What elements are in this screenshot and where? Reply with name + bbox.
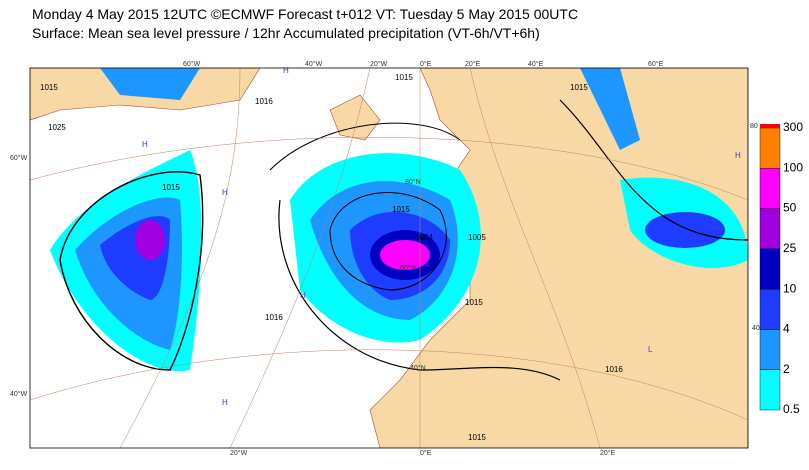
pressure-center: H (283, 66, 289, 75)
graticule-label: 60°E (648, 60, 664, 68)
graticule-label: 20°W (370, 60, 388, 68)
colorbar-label: 10 (783, 281, 797, 295)
graticule-label: 40 (752, 325, 760, 332)
isobar-label: 1025 (48, 123, 66, 132)
map (30, 68, 748, 448)
colorbar: 0.5 2 4 10 25 50 100 300 (759, 120, 803, 416)
graticule (30, 68, 748, 448)
graticule-label: 60°W (10, 154, 28, 162)
pressure-center: L (648, 345, 653, 354)
graticule-label: 20°W (230, 449, 248, 457)
graticule-label: 40°N (410, 364, 426, 372)
pressure-center: H (222, 398, 228, 407)
isobar-label: 1004 (415, 233, 433, 242)
colorbar-label: 2 (783, 362, 790, 376)
pressure-center: H (142, 140, 148, 149)
isobar-label: 1005 (468, 233, 486, 242)
colorbar-segment (759, 168, 781, 209)
isobar-label: 1015 (392, 205, 410, 214)
graticule-label: 20°E (600, 449, 616, 457)
graticule-label: 40°E (528, 60, 544, 68)
colorbar-label: 100 (783, 160, 803, 174)
precipitation (50, 68, 748, 372)
graticule-label: 80 (750, 123, 758, 130)
graticule-label: 80°N (405, 178, 421, 186)
isobar-label: 1015 (162, 183, 180, 192)
colorbar-top (760, 124, 780, 128)
isobar-label: 1015 (395, 73, 413, 82)
isobar-label: 1015 (468, 433, 486, 442)
isobar-label: 1015 (570, 83, 588, 92)
graticule-label: 0°E (420, 449, 432, 457)
colorbar-label: 4 (783, 322, 790, 336)
isobar-label: 1015 (465, 298, 483, 307)
graticule-label: 60°N (400, 264, 416, 272)
graticule-label: 60°W (183, 60, 201, 68)
graticule-label: 40°W (305, 60, 323, 68)
colorbar-segment (759, 248, 781, 290)
colorbar-segment (759, 208, 781, 250)
title: Monday 4 May 2015 12UTC ©ECMWF Forecast … (32, 6, 578, 22)
colorbar-segment (759, 127, 781, 169)
pressure-center: H (222, 188, 228, 197)
colorbar-label: 50 (783, 201, 797, 215)
isobar-label: 1015 (40, 83, 58, 92)
pressure-center: H (735, 151, 741, 160)
colorbar-segment (759, 369, 781, 411)
pressure-center: H (300, 291, 306, 300)
graticule-label: 20°E (465, 60, 481, 68)
graticule-label: 0°E (420, 60, 432, 68)
colorbar-label: 25 (783, 241, 797, 255)
colorbar-label: 300 (783, 120, 803, 134)
isobar-label: 1016 (265, 313, 283, 322)
colorbar-segment (759, 288, 781, 330)
subtitle: Surface: Mean sea level pressure / 12hr … (32, 25, 540, 41)
pressure-center: L (425, 259, 430, 268)
isobar-label: 1016 (605, 365, 623, 374)
isobar-label: 1016 (255, 97, 273, 106)
isobars (59, 99, 748, 381)
colorbar-label: 0.5 (783, 402, 800, 416)
graticule-label: 40°W (10, 390, 28, 398)
map-frame (29, 67, 749, 449)
colorbar-segment (759, 329, 781, 370)
